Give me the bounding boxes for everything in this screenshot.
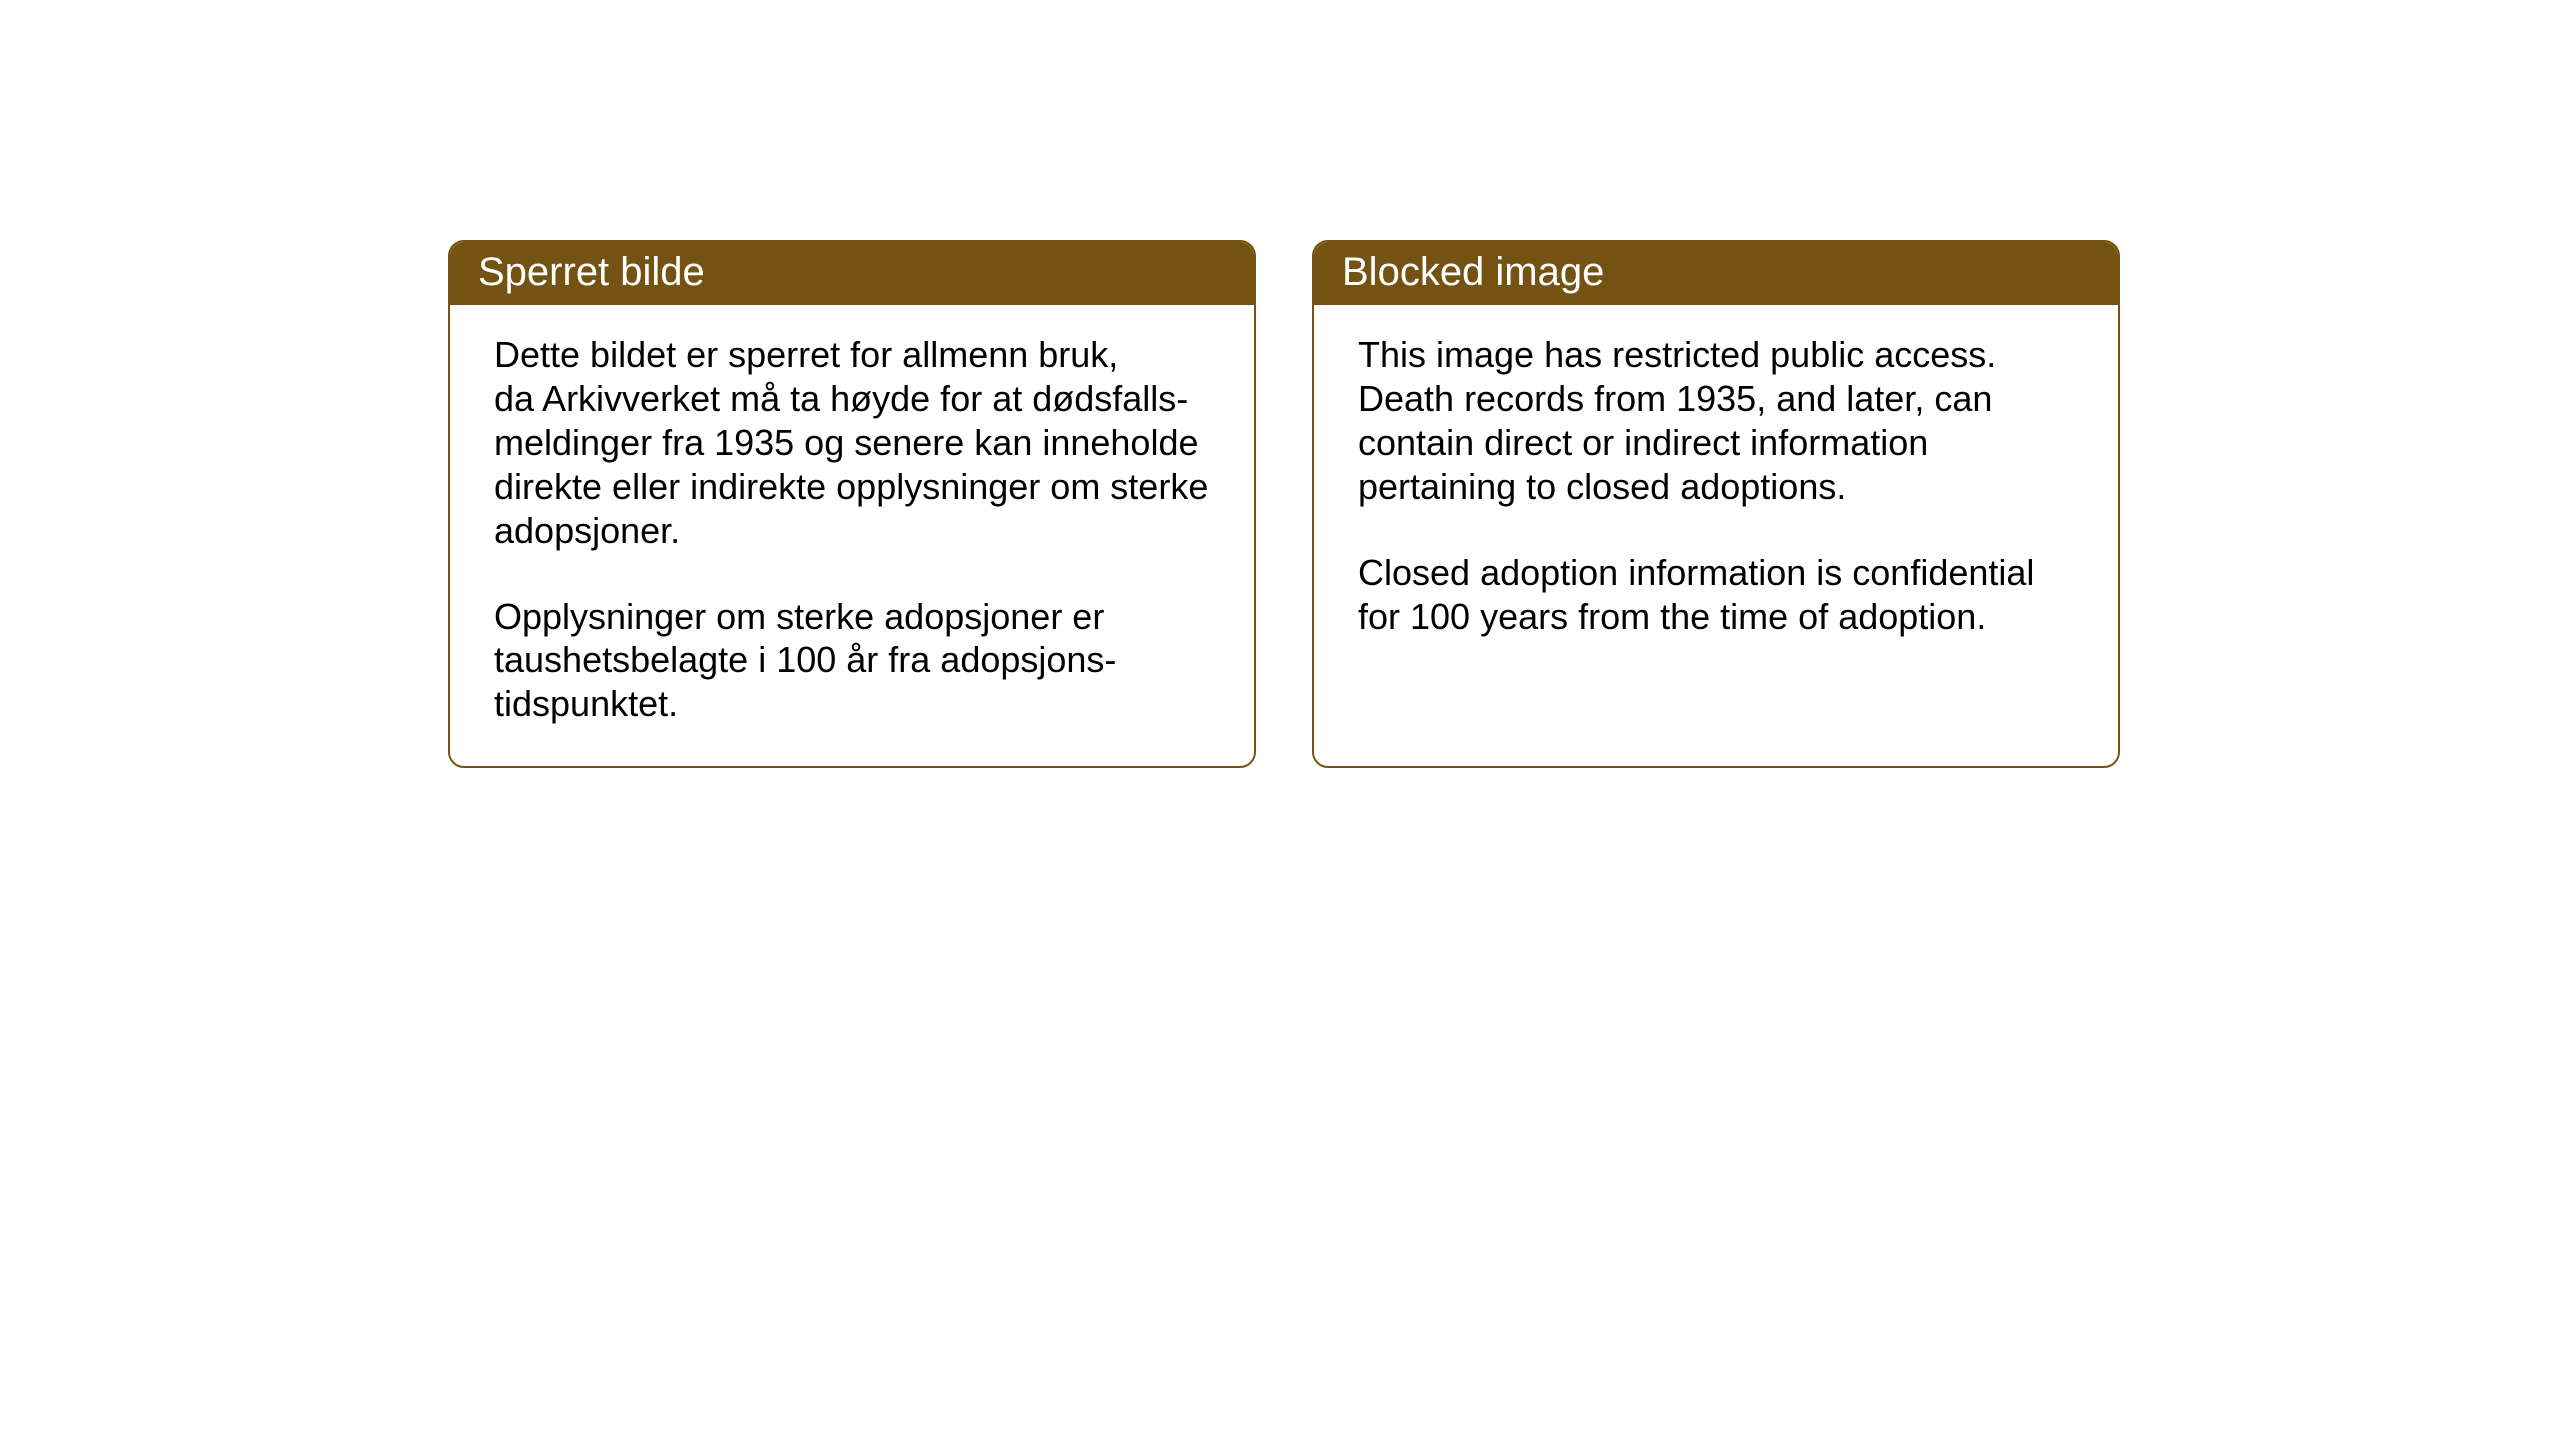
notice-card-english: Blocked image This image has restricted … xyxy=(1312,240,2120,768)
text-line: taushetsbelagte i 100 år fra adopsjons- xyxy=(494,638,1210,682)
notices-container: Sperret bilde Dette bildet er sperret fo… xyxy=(448,240,2120,768)
card-body-norwegian: Dette bildet er sperret for allmenn bruk… xyxy=(450,305,1254,766)
card-header-english: Blocked image xyxy=(1314,242,2118,305)
text-line: This image has restricted public access. xyxy=(1358,333,2074,377)
paragraph-1-english: This image has restricted public access.… xyxy=(1358,333,2074,509)
paragraph-1-norwegian: Dette bildet er sperret for allmenn bruk… xyxy=(494,333,1210,553)
text-line: direkte eller indirekte opplysninger om … xyxy=(494,465,1210,509)
text-line: for 100 years from the time of adoption. xyxy=(1358,595,2074,639)
text-line: adopsjoner. xyxy=(494,509,1210,553)
notice-card-norwegian: Sperret bilde Dette bildet er sperret fo… xyxy=(448,240,1256,768)
text-line: contain direct or indirect information xyxy=(1358,421,2074,465)
text-line: Dette bildet er sperret for allmenn bruk… xyxy=(494,333,1210,377)
text-line: meldinger fra 1935 og senere kan innehol… xyxy=(494,421,1210,465)
text-line: Closed adoption information is confident… xyxy=(1358,551,2074,595)
text-line: tidspunktet. xyxy=(494,682,1210,726)
card-header-norwegian: Sperret bilde xyxy=(450,242,1254,305)
text-line: Death records from 1935, and later, can xyxy=(1358,377,2074,421)
text-line: da Arkivverket må ta høyde for at dødsfa… xyxy=(494,377,1210,421)
text-line: pertaining to closed adoptions. xyxy=(1358,465,2074,509)
paragraph-2-english: Closed adoption information is confident… xyxy=(1358,551,2074,639)
text-line: Opplysninger om sterke adopsjoner er xyxy=(494,595,1210,639)
card-body-english: This image has restricted public access.… xyxy=(1314,305,2118,735)
paragraph-2-norwegian: Opplysninger om sterke adopsjoner er tau… xyxy=(494,595,1210,727)
